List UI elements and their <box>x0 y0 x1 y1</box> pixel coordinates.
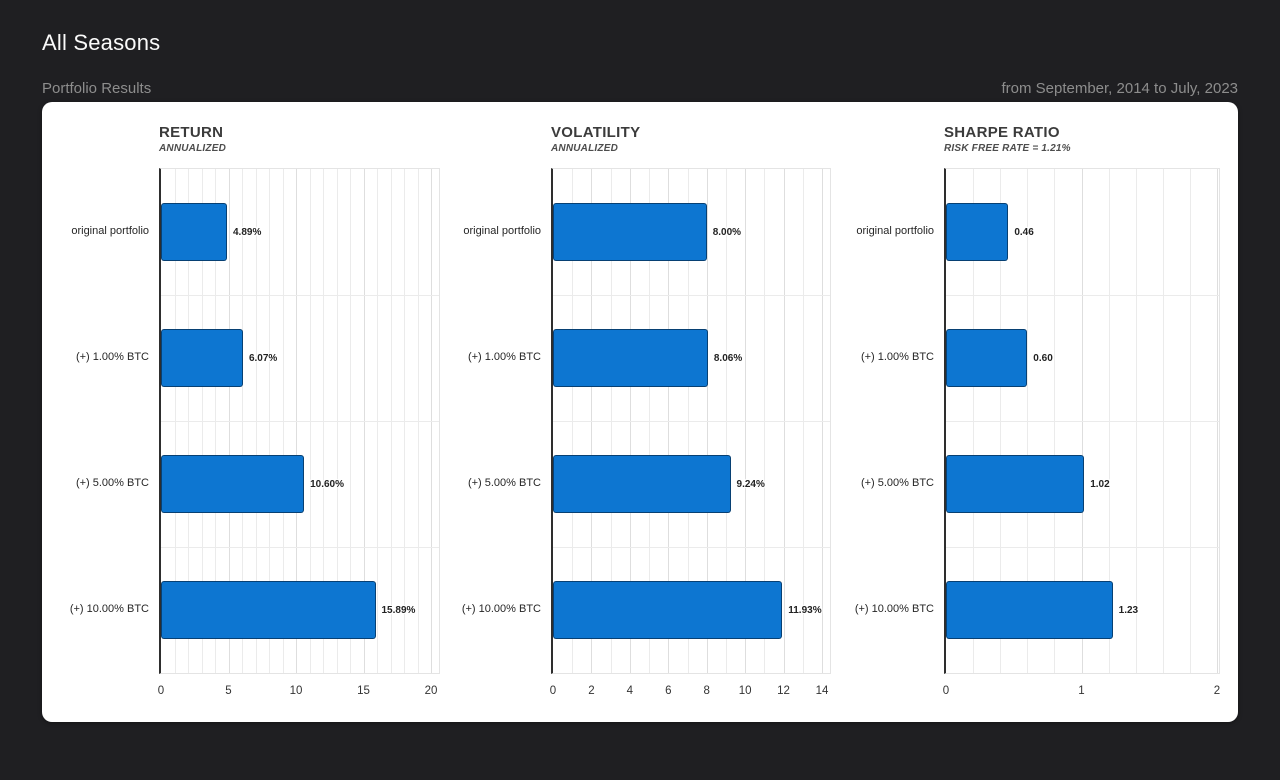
chart-body: original portfolio (+) 1.00% BTC (+) 5.00%… <box>851 168 1220 674</box>
gridline <box>946 295 1219 296</box>
category-label: (+) 5.00% BTC <box>467 477 541 489</box>
gridline <box>553 547 830 548</box>
x-tick-label: 0 <box>549 685 557 697</box>
x-tick-label: 12 <box>777 685 790 697</box>
chart-title: SHARPE RATIO <box>944 124 1060 141</box>
chart-title: VOLATILITY <box>551 124 641 141</box>
category-label: (+) 5.00% BTC <box>75 477 149 489</box>
bar-value-label: 9.24% <box>736 478 765 490</box>
bar-value-label: 1.02 <box>1090 478 1110 490</box>
category-label: (+) 10.00% BTC <box>854 603 934 615</box>
chart-sharpe-ratio: SHARPE RATIO RISK FREE RATE = 1.21% orig… <box>851 120 1220 704</box>
bar-value-label: 4.89% <box>233 226 262 238</box>
plot-area: 8.00% 8.06% 9.24% 11.93% <box>551 168 831 674</box>
bar-value-label: 8.00% <box>712 226 742 238</box>
plot-area: 0.46 0.60 1.02 1.23 <box>944 168 1220 674</box>
chart-volatility-header: VOLATILITY ANNUALIZED <box>551 120 831 168</box>
x-tick-label: 6 <box>665 685 672 697</box>
bar-value-label: 0.60 <box>1033 352 1053 364</box>
gridline <box>553 295 830 296</box>
bar <box>161 203 227 261</box>
gridline <box>161 547 439 548</box>
x-tick-label: 15 <box>357 685 370 697</box>
category-label: original portfolio <box>463 225 541 237</box>
category-label: (+) 10.00% BTC <box>69 603 149 615</box>
bar-value-label: 1.23 <box>1118 604 1139 616</box>
category-label: (+) 5.00% BTC <box>860 477 934 489</box>
category-label: (+) 10.00% BTC <box>461 603 541 615</box>
chart-sharpe-ratio-header: SHARPE RATIO RISK FREE RATE = 1.21% <box>944 120 1220 168</box>
gridline <box>946 421 1219 422</box>
category-label: original portfolio <box>856 225 934 237</box>
x-tick-label: 2 <box>588 685 595 697</box>
x-tick-label: 20 <box>424 685 438 697</box>
bar-value-label: 11.93% <box>788 604 822 616</box>
bar <box>946 203 1009 261</box>
bar-value-label: 15.89% <box>381 604 416 616</box>
bar <box>946 455 1085 513</box>
chart-body: original portfolio (+) 1.00% BTC (+) 5.00%… <box>55 168 440 674</box>
portfolio-results-card: RETURN ANNUALIZED original portfolio (+) … <box>42 102 1238 722</box>
bar <box>161 581 376 639</box>
chart-subtitle: RISK FREE RATE = 1.21% <box>944 143 1071 154</box>
chart-body: original portfolio (+) 1.00% BTC (+) 5.00%… <box>458 168 831 674</box>
bar <box>946 581 1113 639</box>
gridline <box>946 547 1219 548</box>
bar <box>161 455 305 513</box>
bar <box>161 329 243 387</box>
page-title: All Seasons <box>42 30 161 55</box>
plot-area: 4.89% 6.07% 10.60% 15.89% <box>159 168 440 674</box>
x-tick-label: 0 <box>157 685 165 697</box>
bar-value-label: 8.06% <box>713 352 743 364</box>
gridline <box>553 421 830 422</box>
results-label: Portfolio Results <box>42 80 152 97</box>
category-axis: original portfolio (+) 1.00% BTC (+) 5.00%… <box>55 168 159 672</box>
x-tick-label: 10 <box>289 685 303 697</box>
chart-subtitle: ANNUALIZED <box>159 143 226 154</box>
bar <box>553 455 731 513</box>
chart-return-header: RETURN ANNUALIZED <box>159 120 440 168</box>
x-tick-label: 14 <box>815 685 829 697</box>
category-label: original portfolio <box>71 225 149 237</box>
x-tick-label: 4 <box>626 685 634 697</box>
x-tick-label: 5 <box>225 685 232 697</box>
x-axis: 0 1 2 <box>942 672 1221 704</box>
x-tick-label: 2 <box>1213 685 1221 697</box>
category-axis: original portfolio (+) 1.00% BTC (+) 5.00%… <box>458 168 551 672</box>
x-axis: 0 5 10 15 20 <box>157 672 438 704</box>
gridline <box>161 421 439 422</box>
x-tick-label: 10 <box>738 685 752 697</box>
x-tick-label: 0 <box>942 685 950 697</box>
subheader-row: Portfolio Results from September, 2014 t… <box>42 80 1238 97</box>
chart-title: RETURN <box>159 124 224 141</box>
bar-value-label: 0.46 <box>1014 226 1034 238</box>
bar <box>553 581 783 639</box>
x-tick-label: 1 <box>1078 685 1085 697</box>
bar <box>553 203 707 261</box>
category-label: (+) 1.00% BTC <box>75 351 149 363</box>
x-axis: 0 2 4 6 8 10 12 14 <box>549 672 829 704</box>
charts-row: RETURN ANNUALIZED original portfolio (+) … <box>55 120 1238 704</box>
bar <box>946 329 1028 387</box>
bar <box>553 329 708 387</box>
category-axis: original portfolio (+) 1.00% BTC (+) 5.00%… <box>851 168 944 672</box>
chart-volatility: VOLATILITY ANNUALIZED original portfolio… <box>458 120 831 704</box>
category-label: (+) 1.00% BTC <box>467 351 541 363</box>
chart-return: RETURN ANNUALIZED original portfolio (+) … <box>55 120 440 704</box>
bar-value-label: 6.07% <box>248 352 278 364</box>
chart-subtitle: ANNUALIZED <box>551 143 618 154</box>
gridline <box>161 295 439 296</box>
x-tick-label: 8 <box>703 685 710 697</box>
date-range-label: from September, 2014 to July, 2023 <box>1001 80 1238 97</box>
bar-value-label: 10.60% <box>310 478 345 490</box>
category-label: (+) 1.00% BTC <box>860 351 934 363</box>
